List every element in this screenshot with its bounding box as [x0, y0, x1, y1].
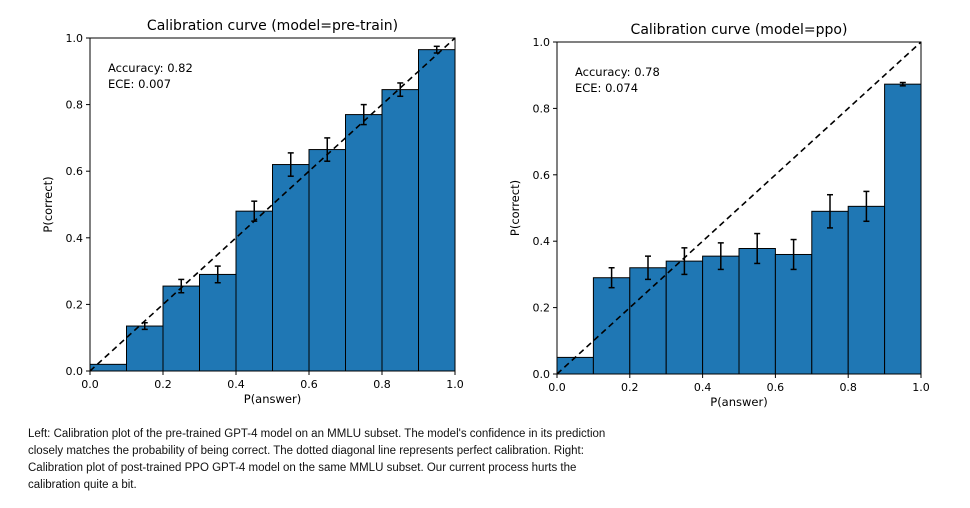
chart-title: Calibration curve (model=pre-train)	[147, 18, 398, 34]
x-tick-label: 0.8	[373, 378, 391, 391]
error-bar	[717, 242, 724, 271]
error-bar	[324, 137, 331, 162]
error-bar	[863, 190, 870, 223]
perfect-calibration-line	[89, 37, 456, 372]
y-axis-label: P(correct)	[41, 176, 55, 232]
accuracy-annotation: Accuracy: 0.78	[575, 65, 660, 79]
x-tick-label: 1.0	[446, 378, 464, 391]
y-tick-label: 0.2	[66, 298, 84, 311]
x-tick-label: 0.2	[154, 378, 172, 391]
calibration-bar	[774, 253, 813, 375]
y-tick-label: 1.0	[66, 32, 84, 45]
y-tick-label: 0.8	[533, 102, 551, 115]
calibration-bar	[592, 277, 631, 375]
calibration-bar	[381, 89, 419, 372]
error-bar	[790, 238, 797, 271]
plot-frame	[89, 37, 456, 372]
x-tick-label: 0.0	[81, 378, 99, 391]
ppo-chart: 0.0 0.2 0.4 0.6 0.8 1.0 0.0 0.2 0.4 0.6 0.8 1.0 Cali…	[508, 22, 930, 409]
ece-annotation: ECE: 0.007	[108, 77, 171, 91]
calibration-bar	[418, 49, 456, 372]
y-tick-label: 1.0	[533, 36, 551, 49]
error-bar	[287, 152, 294, 177]
error-bar	[827, 193, 833, 229]
y-tick-label: 0.6	[533, 169, 551, 182]
error-bar	[397, 82, 404, 98]
figure-caption: Left: Calibration plot of the pre-traine…	[28, 428, 606, 491]
calibration-bar	[556, 356, 594, 375]
ece-annotation: ECE: 0.074	[575, 81, 638, 95]
x-tick-label: 0.0	[548, 381, 566, 394]
plot-frame	[556, 41, 922, 375]
y-tick-label: 0.8	[66, 99, 84, 112]
calibration-bar	[738, 248, 776, 375]
calibration-bar	[199, 273, 237, 372]
calibration-bar	[702, 255, 740, 375]
calibration-bar	[272, 164, 310, 372]
calibration-bar	[345, 114, 383, 372]
y-tick-label: 0.0	[533, 368, 551, 381]
x-tick-label: 0.4	[227, 378, 245, 391]
calibration-bar	[847, 205, 886, 375]
x-tick-label: 0.8	[839, 381, 857, 394]
chart-title: Calibration curve (model=ppo)	[631, 22, 848, 38]
y-tick-label: 0.4	[66, 232, 84, 245]
x-axis-label: P(answer)	[244, 392, 301, 406]
x-tick-label: 0.4	[694, 381, 712, 394]
error-bar	[899, 81, 906, 87]
x-tick-label: 1.0	[912, 381, 930, 394]
calibration-bar	[811, 210, 849, 375]
x-tick-label: 0.2	[621, 381, 639, 394]
error-bar	[754, 232, 761, 265]
x-tick-label: 0.6	[767, 381, 785, 394]
calibration-bar	[89, 363, 127, 372]
y-tick-label: 0.2	[533, 302, 551, 315]
error-bar	[681, 247, 688, 276]
accuracy-annotation: Accuracy: 0.82	[108, 61, 193, 75]
calibration-bar	[884, 83, 922, 375]
y-axis-label: P(correct)	[508, 180, 522, 236]
calibration-bar	[162, 285, 200, 372]
y-tick-label: 0.4	[533, 235, 551, 248]
calibration-bar	[235, 210, 273, 372]
calibration-bar	[126, 325, 164, 372]
perfect-calibration-line	[556, 41, 922, 375]
y-tick-label: 0.6	[66, 165, 84, 178]
error-bar	[608, 267, 615, 289]
x-axis-label: P(answer)	[710, 395, 767, 409]
calibration-bar	[308, 149, 346, 372]
x-tick-label: 0.6	[300, 378, 318, 391]
calibration-bar	[629, 267, 667, 375]
calibration-bar	[665, 260, 704, 375]
y-tick-label: 0.0	[66, 365, 84, 378]
pretrain-chart: 0.0 0.2 0.4 0.6 0.8 1.0 0.0 0.2 0.4 0.6 0.8 1.0 Cali…	[41, 18, 464, 406]
calibration-charts: 0.0 0.2 0.4 0.6 0.8 1.0 0.0 0.2 0.4 0.6 0.8 1.0 Cali…	[41, 18, 930, 409]
error-bar	[645, 255, 651, 281]
error-bar	[214, 265, 221, 284]
error-bar	[178, 278, 185, 294]
